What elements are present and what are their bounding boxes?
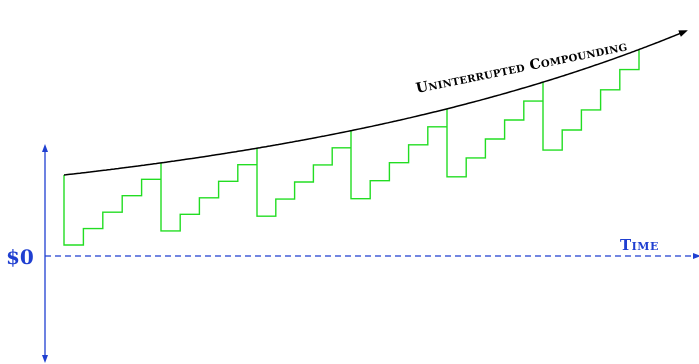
time-axis-label: Time xyxy=(620,236,659,254)
zero-label: $0 xyxy=(6,245,34,269)
compounding-curve xyxy=(63,30,688,176)
